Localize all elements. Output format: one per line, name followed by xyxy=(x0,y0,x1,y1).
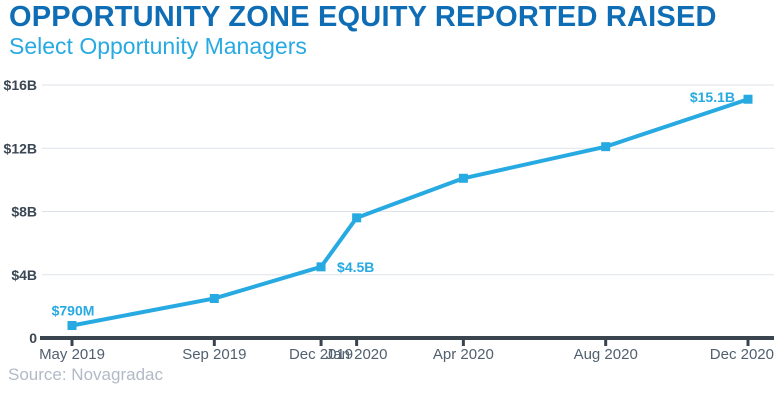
x-axis-tick-label: Dec 2019 xyxy=(289,346,353,363)
x-axis-tick xyxy=(604,336,608,346)
x-axis-tick-label: Jan 2020 xyxy=(326,346,388,363)
x-axis-tick xyxy=(355,336,359,346)
y-axis-tick-label: 0 xyxy=(29,330,37,346)
x-axis-tick-label: Sep 2019 xyxy=(182,346,246,363)
x-axis-tick-label: May 2019 xyxy=(39,346,105,363)
x-axis-tick xyxy=(212,336,216,346)
y-axis-tick-label: $8B xyxy=(11,204,37,220)
x-axis-tick xyxy=(461,336,465,346)
y-axis-tick-label: $12B xyxy=(4,140,37,156)
source-note: Source: Novagradac xyxy=(8,365,163,384)
data-point-label: $4.5B xyxy=(337,259,374,275)
x-axis-tick xyxy=(319,336,323,346)
x-axis-line xyxy=(40,336,774,340)
data-line xyxy=(70,97,751,328)
data-point-label: $790M xyxy=(52,303,95,319)
page-subtitle: Select Opportunity Managers xyxy=(9,33,307,59)
data-point-marker xyxy=(316,262,326,272)
data-point-marker xyxy=(209,293,219,303)
data-point-marker xyxy=(601,142,611,152)
x-axis-tick-label: Dec 2020 xyxy=(710,346,774,363)
data-point-marker xyxy=(352,213,362,223)
x-axis-tick xyxy=(70,336,74,346)
x-axis-tick-label: Apr 2020 xyxy=(433,346,494,363)
y-axis-tick-label: $4B xyxy=(11,267,37,283)
x-axis-tick xyxy=(746,336,750,346)
data-point-label: $15.1B xyxy=(690,89,735,105)
data-point-marker xyxy=(67,321,77,331)
page-title: OPPORTUNITY ZONE EQUITY REPORTED RAISED xyxy=(9,1,717,33)
x-axis-tick-label: Aug 2020 xyxy=(574,346,638,363)
y-axis-tick-label: $16B xyxy=(4,77,37,93)
data-point-marker xyxy=(743,94,753,104)
data-point-marker xyxy=(458,173,468,183)
